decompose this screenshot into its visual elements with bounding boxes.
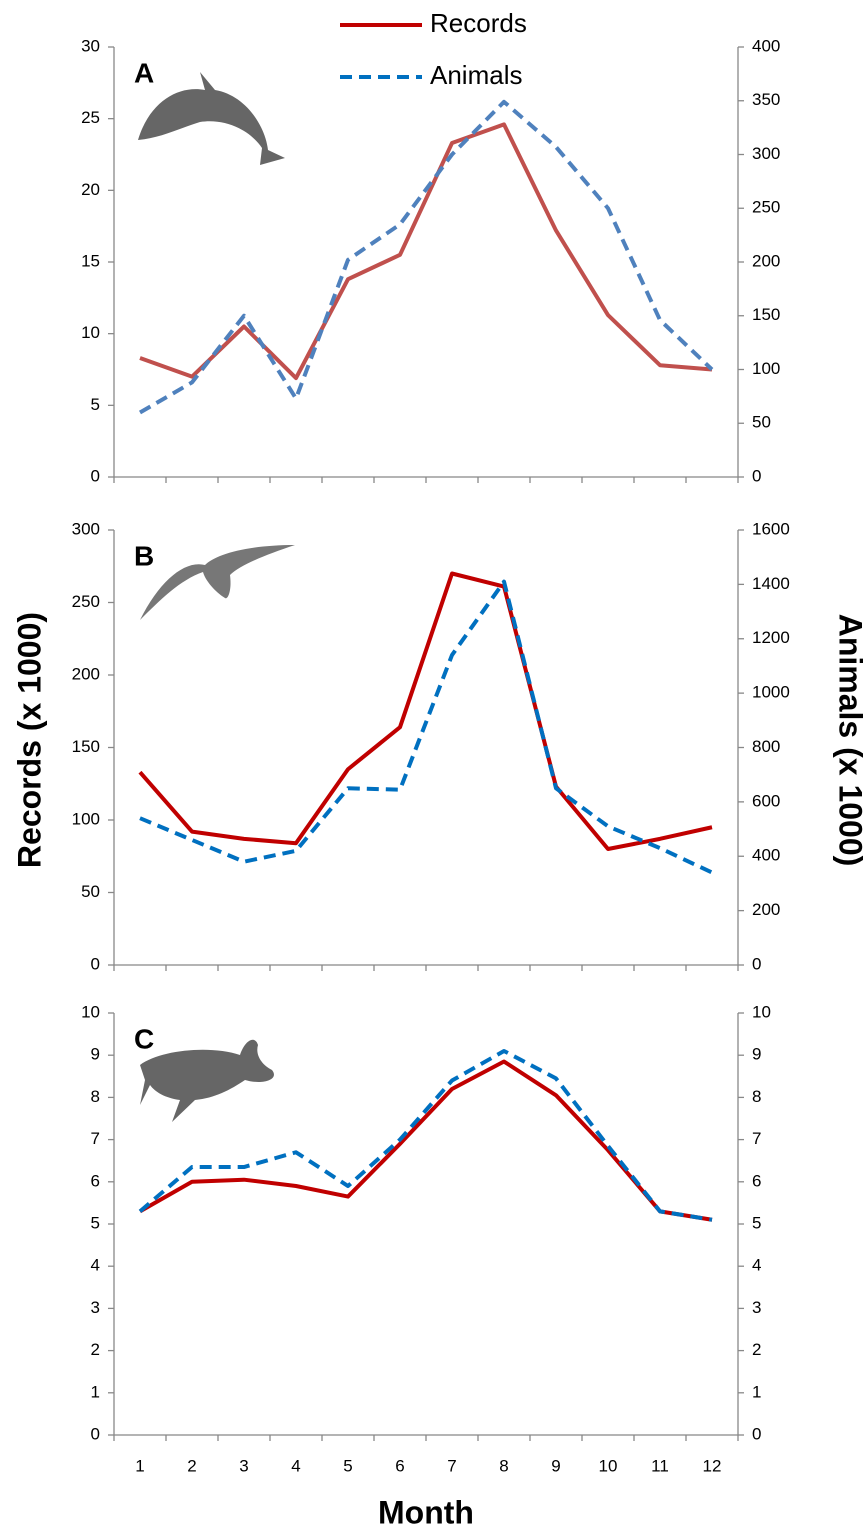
y-tick-label: 300 — [72, 519, 100, 538]
y2-tick-label: 5 — [752, 1213, 761, 1232]
y2-tick-label: 300 — [752, 144, 780, 163]
y2-tick-label: 350 — [752, 90, 780, 109]
y-tick-label: 3 — [91, 1298, 100, 1317]
x-tick-label: 11 — [651, 1456, 669, 1475]
x-axis-label: Month — [378, 1494, 474, 1530]
y-tick-label: 9 — [91, 1045, 100, 1064]
series-line — [139, 1059, 713, 1222]
x-tick-label: 8 — [499, 1456, 508, 1475]
x-tick-label: 12 — [703, 1456, 722, 1475]
y-tick-label: 25 — [81, 108, 100, 127]
y-tick-label: 5 — [91, 1213, 100, 1232]
series-line — [138, 99, 714, 415]
turtle-icon — [140, 1039, 274, 1122]
y2-tick-label: 4 — [752, 1256, 761, 1275]
y2-tick-label: 50 — [752, 413, 771, 432]
series-line — [138, 1048, 713, 1222]
y-tick-label: 6 — [91, 1171, 100, 1190]
y2-tick-label: 7 — [752, 1129, 761, 1148]
y2-axis-label: Animals (x 1000) — [833, 614, 868, 867]
icons — [138, 72, 295, 1122]
y2-tick-label: 1000 — [752, 683, 790, 702]
y2-tick-label: 0 — [752, 954, 761, 973]
y2-tick-label: 100 — [752, 359, 780, 378]
y-tick-label: 0 — [91, 1424, 100, 1443]
y2-tick-label: 8 — [752, 1087, 761, 1106]
series-line — [139, 579, 713, 875]
y2-tick-label: 400 — [752, 846, 780, 865]
series-line — [139, 122, 713, 381]
x-tick-label: 3 — [239, 1456, 248, 1475]
y-tick-label: 0 — [91, 954, 100, 973]
y-tick-label: 200 — [72, 664, 100, 683]
y-tick-label: 10 — [81, 1002, 100, 1021]
legend-label: Animals — [430, 60, 522, 90]
bird-icon — [140, 545, 295, 620]
y2-tick-label: 600 — [752, 791, 780, 810]
panel-label: B — [134, 540, 154, 571]
y-tick-label: 15 — [81, 251, 100, 270]
y-tick-label: 0 — [91, 466, 100, 485]
y-axis-label: Records (x 1000) — [11, 612, 47, 868]
y2-tick-label: 1200 — [752, 628, 790, 647]
y-tick-label: 2 — [91, 1340, 100, 1359]
panel-label: C — [134, 1023, 154, 1054]
y2-tick-label: 0 — [752, 1424, 761, 1443]
x-tick-label: 7 — [447, 1456, 456, 1475]
y2-tick-label: 250 — [752, 198, 780, 217]
y-tick-label: 250 — [72, 592, 100, 611]
legend-label: Records — [430, 8, 527, 38]
y-tick-label: 5 — [91, 395, 100, 414]
y2-tick-label: 6 — [752, 1171, 761, 1190]
y2-tick-label: 1 — [752, 1382, 761, 1401]
y2-tick-label: 200 — [752, 900, 780, 919]
y-tick-label: 150 — [72, 737, 100, 756]
y-tick-label: 8 — [91, 1087, 100, 1106]
y2-tick-label: 0 — [752, 466, 761, 485]
x-tick-label: 1 — [135, 1456, 144, 1475]
y2-tick-label: 1600 — [752, 519, 790, 538]
x-tick-label: 4 — [291, 1456, 300, 1475]
series-line — [138, 571, 713, 851]
y2-tick-label: 2 — [752, 1340, 761, 1359]
y-tick-label: 1 — [91, 1382, 100, 1401]
y2-tick-label: 1400 — [752, 574, 790, 593]
y-tick-label: 100 — [72, 809, 100, 828]
y-tick-label: 20 — [81, 180, 100, 199]
y2-tick-label: 10 — [752, 1002, 771, 1021]
y2-tick-label: 150 — [752, 305, 780, 324]
dolphin-icon — [138, 72, 285, 165]
y2-tick-label: 400 — [752, 36, 780, 55]
y-tick-label: 50 — [81, 882, 100, 901]
x-tick-label: 2 — [187, 1456, 196, 1475]
x-tick-label: 10 — [599, 1456, 618, 1475]
y2-tick-label: 3 — [752, 1298, 761, 1317]
y2-tick-label: 9 — [752, 1045, 761, 1064]
y-tick-label: 7 — [91, 1129, 100, 1148]
y-tick-label: 30 — [81, 36, 100, 55]
y2-tick-label: 800 — [752, 737, 780, 756]
y-tick-label: 10 — [81, 323, 100, 342]
y-tick-label: 4 — [91, 1256, 100, 1275]
y2-tick-label: 200 — [752, 251, 780, 270]
x-tick-label: 9 — [551, 1456, 560, 1475]
x-tick-label: 5 — [343, 1456, 352, 1475]
x-tick-label: 6 — [395, 1456, 404, 1475]
panel-label: A — [134, 57, 154, 88]
